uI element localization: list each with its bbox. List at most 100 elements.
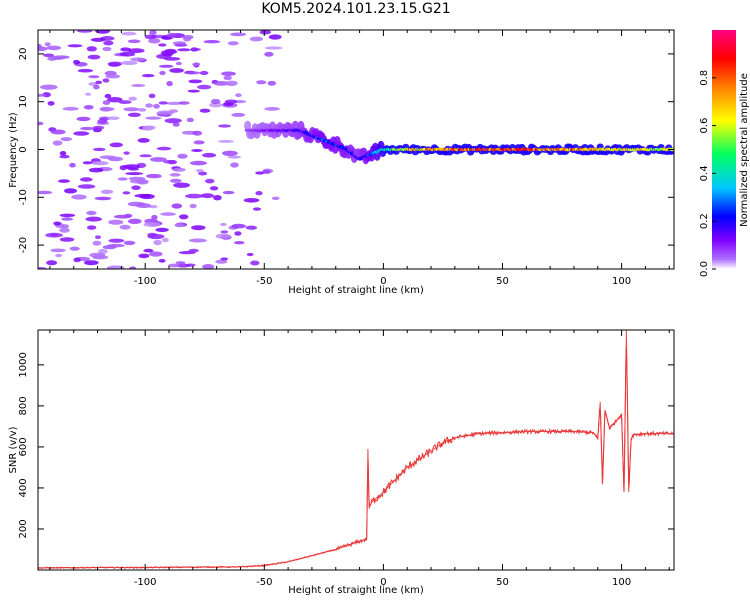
y-tick-label: -10 xyxy=(18,189,29,205)
colorbar-axis: 0.0 0.2 0.4 0.6 0.8 xyxy=(699,70,716,277)
spectrogram-plot xyxy=(38,30,674,269)
spectrogram-noise-cell xyxy=(186,117,194,123)
spectrogram-noise-cell xyxy=(107,116,120,120)
spectrogram-noise-cell xyxy=(61,224,69,229)
spectrogram-noise-cell xyxy=(267,80,277,86)
spectrogram-noise-cell xyxy=(84,260,99,266)
spectrogram-noise-cell xyxy=(129,179,147,184)
spectrogram-noise-cell xyxy=(256,80,267,85)
spectrogram-noise-cell xyxy=(73,257,81,263)
spectrogram-noise-cell xyxy=(139,193,155,200)
spectrogram-noise-cell xyxy=(71,194,87,200)
spectrogram-noise-cell xyxy=(123,151,130,155)
spectrogram-noise-cell xyxy=(141,74,155,78)
spectrogram-noise-cell xyxy=(86,225,97,230)
spectrogram-noise-cell xyxy=(193,140,205,145)
spectrogram-noise-cell xyxy=(246,252,254,257)
spectrogram-noise-cell xyxy=(231,112,246,117)
spectrogram-noise-cell xyxy=(137,138,150,143)
colorbar-tick-label: 0.0 xyxy=(699,261,710,277)
spectrogram-noise-cell xyxy=(220,222,227,226)
spectrogram-noise-cell xyxy=(92,240,102,246)
spectrogram-noise-cell xyxy=(215,259,228,264)
spectrogram-noise-cell xyxy=(227,155,241,159)
spectrogram-noise-cell xyxy=(200,193,214,199)
colorbar xyxy=(712,30,736,269)
spectrogram-noise-cell xyxy=(191,225,206,231)
spectrogram-noise-cell xyxy=(131,185,141,190)
spectrogram-noise-cell xyxy=(156,146,172,151)
spectrogram-noise-cell xyxy=(73,131,90,136)
spectrogram-noise-cell xyxy=(86,210,97,216)
spectrogram-noise-cell xyxy=(187,89,200,93)
spectrogram-noise-cell xyxy=(235,93,242,98)
spectrogram-noise-cell xyxy=(178,101,190,105)
spectrogram-noise-cell xyxy=(199,108,211,113)
spectrogram-noise-cell xyxy=(85,216,102,222)
spectrogram-noise-cell xyxy=(221,71,236,76)
spectrogram-noise-cell xyxy=(77,30,93,33)
spectrogram-noise-cell xyxy=(59,154,70,159)
spectrogram-noise-cell xyxy=(88,75,100,79)
spectrogram-noise-cell xyxy=(90,37,106,42)
spectrogram-noise-cell xyxy=(190,47,202,51)
spectrogram-noise-cell xyxy=(185,263,196,267)
spectrogram-noise-cell xyxy=(127,218,142,224)
spectrogram-noise-cell xyxy=(167,263,180,268)
x-tick-label: 0 xyxy=(380,276,386,287)
spectrogram-noise-cell xyxy=(55,253,63,258)
spectrogram-noise-cell xyxy=(44,42,51,47)
snr-xlabel: Height of straight line (km) xyxy=(288,585,424,596)
spectrogram-noise-cell xyxy=(149,30,157,36)
spectrogram-noise-cell xyxy=(205,178,215,184)
spectrogram-noise-cell xyxy=(47,101,55,106)
spectrogram-noise-cell xyxy=(160,212,176,216)
spectrogram-noise-cell xyxy=(124,213,133,218)
spectrogram-noise-cell xyxy=(64,188,77,194)
spectrogram-noise-cell xyxy=(50,248,66,253)
spectrogram-noise-cell xyxy=(177,153,188,159)
spectrogram-noise-cell xyxy=(136,203,151,209)
spectrogram-noise-cell xyxy=(220,230,229,234)
spectrogram-noise-cell xyxy=(262,169,271,174)
spectrogram-noise-cell xyxy=(158,101,168,105)
spectrogram-noise-cell xyxy=(87,54,101,60)
spectrogram-noise-cell xyxy=(264,46,283,50)
spectrogram-noise-cell xyxy=(165,101,183,105)
spectrogram-noise-cell xyxy=(104,93,112,99)
spectrogram-noise-cell xyxy=(43,53,55,58)
spectrogram-noise-cell xyxy=(53,221,62,226)
spectrogram-noise-cell xyxy=(76,116,91,122)
spectrogram-noise-cell xyxy=(159,70,166,76)
x-tick-label: -50 xyxy=(256,276,272,287)
x-tick-label: 50 xyxy=(496,276,509,287)
spectrogram-noise-cell xyxy=(192,130,202,136)
spectrogram-noise-cell xyxy=(121,31,137,36)
spectrogram-noise-cell xyxy=(158,43,167,47)
spectrogram-noise-cell xyxy=(167,32,177,38)
spectrogram-noise-cell xyxy=(220,257,229,261)
spectrogram-noise-cell xyxy=(119,165,128,171)
spectrogram-noise-cell xyxy=(202,152,217,158)
spectrogram-noise-cell xyxy=(69,246,80,251)
spectrogram-noise-cell xyxy=(138,253,150,259)
spectrogram-noise-cell xyxy=(164,118,182,124)
spectrogram-noise-cell xyxy=(227,41,239,46)
spectrogram-noise-cell xyxy=(89,252,106,258)
spectrogram-noise-cell xyxy=(123,107,140,112)
spectrogram-noise-cell xyxy=(109,156,124,162)
spectrogram-noise-cell xyxy=(62,106,79,111)
spectrogram-noise-cell xyxy=(169,178,182,183)
y-tick-label: -20 xyxy=(18,237,29,253)
spectrogram-noise-cell xyxy=(77,68,93,73)
spectrogram-noise-cell xyxy=(148,38,161,44)
spectrogram-noise-cell xyxy=(119,224,131,230)
spectrogram-noise-cell xyxy=(172,167,186,172)
spectrogram-noise-cell xyxy=(184,71,201,75)
spectrogram-noise-cell xyxy=(103,40,114,46)
spectrogram-noise-cell xyxy=(86,46,97,52)
spectrogram-noise-cell xyxy=(153,239,162,246)
spectrogram-noise-cell xyxy=(174,43,188,47)
spectrogram-noise-cell xyxy=(234,231,242,236)
spectrogram-noise-cell xyxy=(77,184,96,189)
